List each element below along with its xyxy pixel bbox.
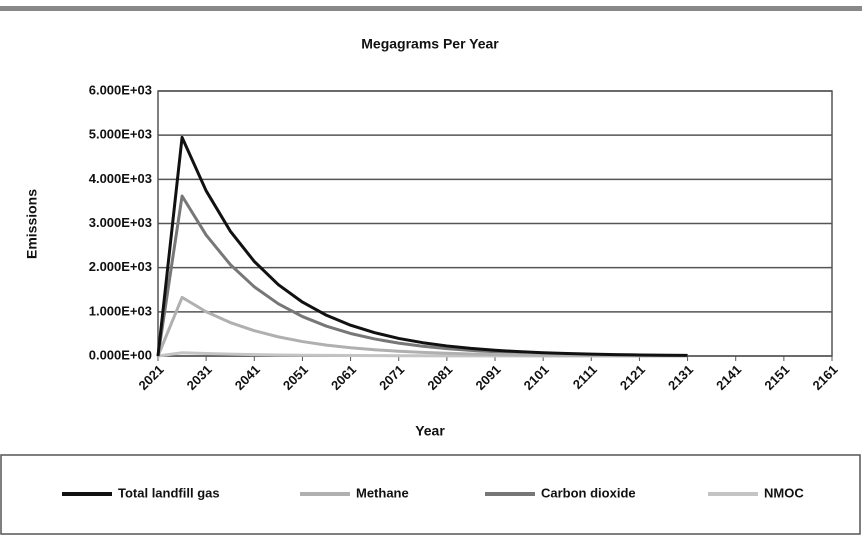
y-tick-label: 1.000E+03 [89, 303, 152, 318]
x-tick-label: 2161 [809, 362, 840, 393]
x-tick-label: 2111 [570, 362, 600, 392]
x-tick-label: 2141 [713, 362, 744, 393]
x-tick-label: 2091 [472, 362, 503, 393]
x-tick-label: 2131 [665, 362, 696, 393]
legend-label: Carbon dioxide [541, 485, 636, 500]
y-tick-label: 0.000E+00 [89, 347, 152, 362]
x-tick-label: 2051 [280, 362, 311, 393]
x-tick-label: 2021 [135, 362, 166, 393]
x-tick-label: 2101 [521, 362, 552, 393]
y-tick-label: 3.000E+03 [89, 215, 152, 230]
series-line [156, 194, 688, 358]
y-tick-label: 2.000E+03 [89, 259, 152, 274]
x-tick-label: 2041 [232, 362, 263, 393]
x-tick-label: 2081 [424, 362, 455, 393]
x-tick-label: 2061 [328, 362, 359, 393]
series-line [156, 135, 688, 357]
x-axis-label: Year [415, 423, 445, 439]
x-tick-label: 2071 [376, 362, 407, 393]
chart-title: Megagrams Per Year [361, 36, 499, 52]
top-rule [0, 6, 862, 11]
legend-label: Methane [356, 485, 409, 500]
x-tick-label: 2151 [761, 362, 792, 393]
y-tick-label: 4.000E+03 [89, 171, 152, 186]
x-tick-label: 2031 [184, 362, 215, 393]
legend-label: Total landfill gas [118, 485, 220, 500]
legend-label: NMOC [764, 485, 804, 500]
y-tick-label: 5.000E+03 [89, 127, 152, 142]
y-axis-label: Emissions [24, 189, 40, 259]
legend-box [0, 454, 861, 535]
x-tick-label: 2121 [617, 362, 648, 393]
y-tick-label: 6.000E+03 [89, 82, 152, 97]
